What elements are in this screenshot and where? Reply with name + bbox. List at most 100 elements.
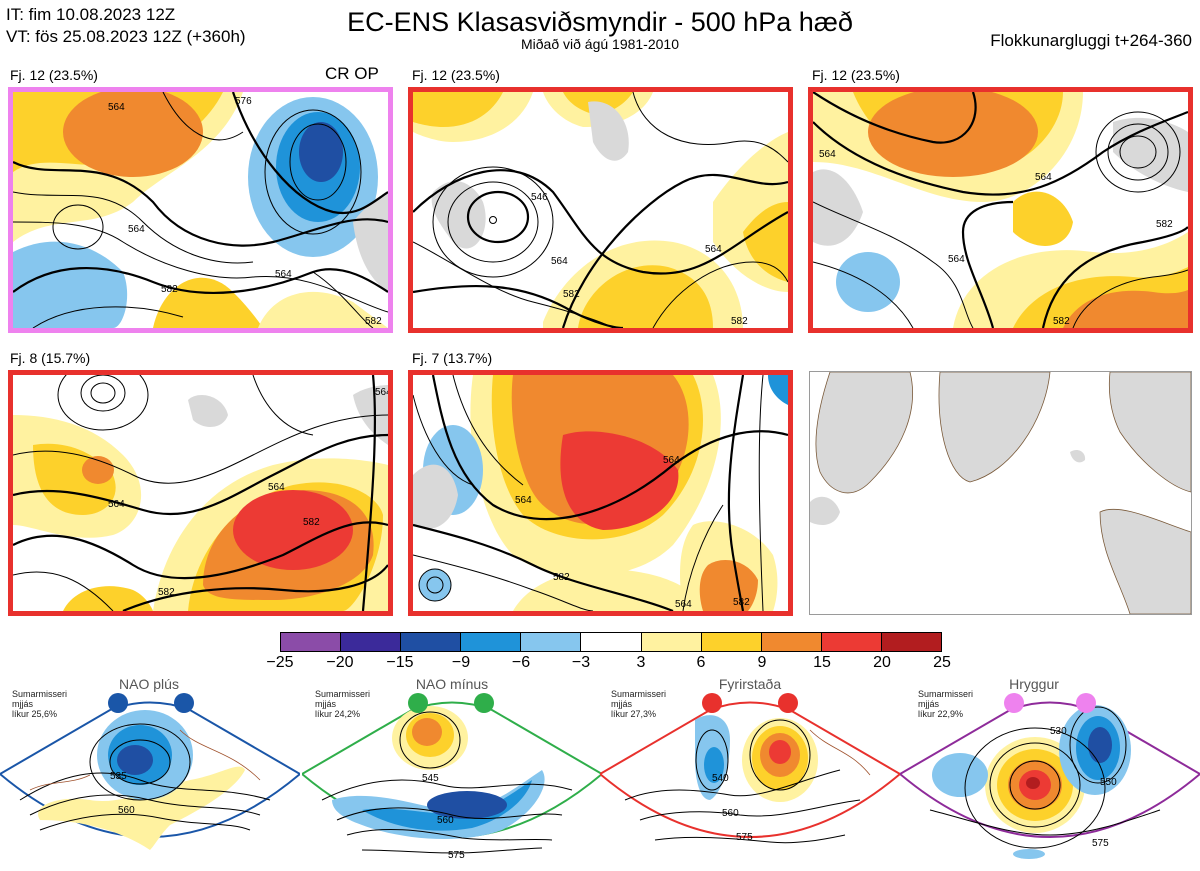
regime-3-title: Fyrirstaða: [718, 676, 782, 692]
regime-2-contour-1: 545: [422, 773, 439, 784]
regime-1-season: Sumarmisseri: [12, 689, 68, 699]
colorbar-tick: 15: [813, 654, 831, 671]
panel-1-contour-3: 564: [128, 224, 145, 235]
cluster-map-4-graphic: 564 564 582 582 564: [13, 375, 388, 611]
regime-3-info: Sumarmisseri mjjás líkur 27,3%: [611, 689, 666, 719]
colorbar-tick: 20: [873, 654, 891, 671]
regime-1-contour-1: 535: [110, 771, 127, 782]
panel-4-contour-2: 564: [268, 482, 285, 493]
regime-4-contour-2: 550: [1100, 777, 1117, 788]
regime-4-likelihood: líkur 22,9%: [918, 709, 964, 719]
panel-3-contour-4: 564: [948, 254, 965, 265]
colorbar-tick: −15: [386, 654, 414, 671]
colorbar: [280, 632, 942, 652]
cluster-map-2[interactable]: 546 564 564 582 582: [408, 87, 793, 333]
cluster-map-1[interactable]: 564 576 564 582 564 582: [8, 87, 393, 333]
panel-5-contour-1: 564: [515, 495, 532, 506]
regime-3-contour-1: 540: [712, 773, 729, 784]
regime-2-season: Sumarmisseri: [315, 689, 371, 699]
regime-1-marker: [108, 693, 128, 713]
panel-5-label: Fj. 7 (13.7%): [412, 350, 493, 366]
header-times: IT: fim 10.08.2023 12Z VT: fös 25.08.202…: [6, 4, 246, 48]
panel-3-contour-5: 582: [1053, 316, 1070, 327]
regime-1-info: Sumarmisseri mjjás líkur 25,6%: [12, 689, 67, 719]
regime-3-marker: [778, 693, 798, 713]
regime-4-season: Sumarmisseri: [918, 689, 974, 699]
panel-1-contour-4: 582: [161, 284, 178, 295]
colorbar-tick: −3: [571, 654, 591, 671]
regime-4-marker: [1004, 693, 1024, 713]
colorbar-tick: 9: [757, 654, 767, 671]
regime-2-info: Sumarmisseri mjjás líkur 24,2%: [315, 689, 370, 719]
panel-1-contour-2: 576: [235, 96, 252, 107]
colorbar-segment: [761, 633, 822, 651]
regime-3-season: Sumarmisseri: [611, 689, 667, 699]
regime-4-marker: [1076, 693, 1096, 713]
panel-3-contour-2: 564: [1035, 172, 1052, 183]
regime-2-marker: [474, 693, 494, 713]
panel-4-contour-4: 582: [158, 587, 175, 598]
panel-1-contour-6: 582: [365, 316, 382, 327]
regime-4-map: 530 550 575: [900, 693, 1200, 859]
panel-2-contour-1: 546: [531, 192, 548, 203]
colorbar-segment: [701, 633, 762, 651]
regime-3-contour-3: 575: [736, 832, 753, 843]
page-subtitle: Miðað við ágú 1981-2010: [520, 36, 679, 52]
cluster-map-3[interactable]: 564 564 582 564 582: [808, 87, 1193, 333]
regime-2-contour-2: 560: [437, 815, 454, 826]
cluster-map-5[interactable]: 564 564 582 564 582: [408, 370, 793, 616]
colorbar-segment: [581, 633, 642, 651]
colorbar-segment: [641, 633, 702, 651]
colorbar-tick: −20: [326, 654, 354, 671]
regime-1-domain: mjjás: [12, 699, 34, 709]
regime-1-title: NAO plús: [119, 676, 179, 692]
cluster-map-2-graphic: 546 564 564 582 582: [413, 92, 788, 328]
panel-4-label: Fj. 8 (15.7%): [10, 350, 91, 366]
regime-2-map: 545 560 575: [302, 693, 602, 861]
cluster-map-4[interactable]: 564 564 582 582 564: [8, 370, 393, 616]
regime-3-map: 540 560 575: [600, 693, 900, 844]
regime-4-info: Sumarmisseri mjjás líkur 22,9%: [918, 689, 973, 719]
colorbar-tick: −9: [451, 654, 471, 671]
regime-3-marker: [702, 693, 722, 713]
colorbar-segment: [821, 633, 882, 651]
regime-1-marker: [174, 693, 194, 713]
panel-4-contour-1: 564: [108, 499, 125, 510]
panel-1-contour-1: 564: [108, 102, 125, 113]
colorbar-segment: [461, 633, 522, 651]
panel-2-contour-4: 582: [563, 289, 580, 300]
regime-4-title: Hryggur: [1009, 676, 1059, 692]
cluster-map-3-graphic: 564 564 582 564 582: [813, 92, 1188, 328]
init-time: IT: fim 10.08.2023 12Z: [6, 5, 176, 24]
panel-5-contour-2: 564: [663, 455, 680, 466]
panel-1-contour-5: 564: [275, 269, 292, 280]
empty-base-map: [809, 371, 1192, 615]
colorbar-segment: [881, 633, 942, 651]
regime-2-contour-3: 575: [448, 850, 465, 861]
cluster-map-5-graphic: 564 564 582 564 582: [413, 375, 788, 611]
panel-4-contour-3: 582: [303, 517, 320, 528]
regime-2-marker: [408, 693, 428, 713]
colorbar-tick: 3: [636, 654, 646, 671]
panel-4-contour-5: 564: [375, 387, 388, 398]
colorbar-segment: [281, 633, 342, 651]
regime-3-contour-2: 560: [722, 808, 739, 819]
panel-3-label: Fj. 12 (23.5%): [812, 67, 900, 83]
panel-5-contour-4: 564: [675, 599, 692, 610]
colorbar-segment: [521, 633, 582, 651]
regime-4-contour-3: 575: [1092, 838, 1109, 849]
valid-time: VT: fös 25.08.2023 12Z (+360h): [6, 27, 246, 46]
panel-2-label: Fj. 12 (23.5%): [412, 67, 500, 83]
panel-5-contour-3: 582: [553, 572, 570, 583]
regime-4-domain: mjjás: [918, 699, 940, 709]
regime-1-likelihood: líkur 25,6%: [12, 709, 58, 719]
panel-3-contour-3: 582: [1156, 219, 1173, 230]
classification-window: Flokkunargluggi t+264-360: [990, 31, 1192, 50]
regime-1-map: 535 560: [0, 693, 300, 850]
colorbar-tick: 6: [696, 654, 706, 671]
regime-3-domain: mjjás: [611, 699, 633, 709]
regime-2-domain: mjjás: [315, 699, 337, 709]
regime-2-likelihood: líkur 24,2%: [315, 709, 361, 719]
regime-2-title: NAO mínus: [415, 676, 489, 692]
panel-2-contour-3: 564: [705, 244, 722, 255]
